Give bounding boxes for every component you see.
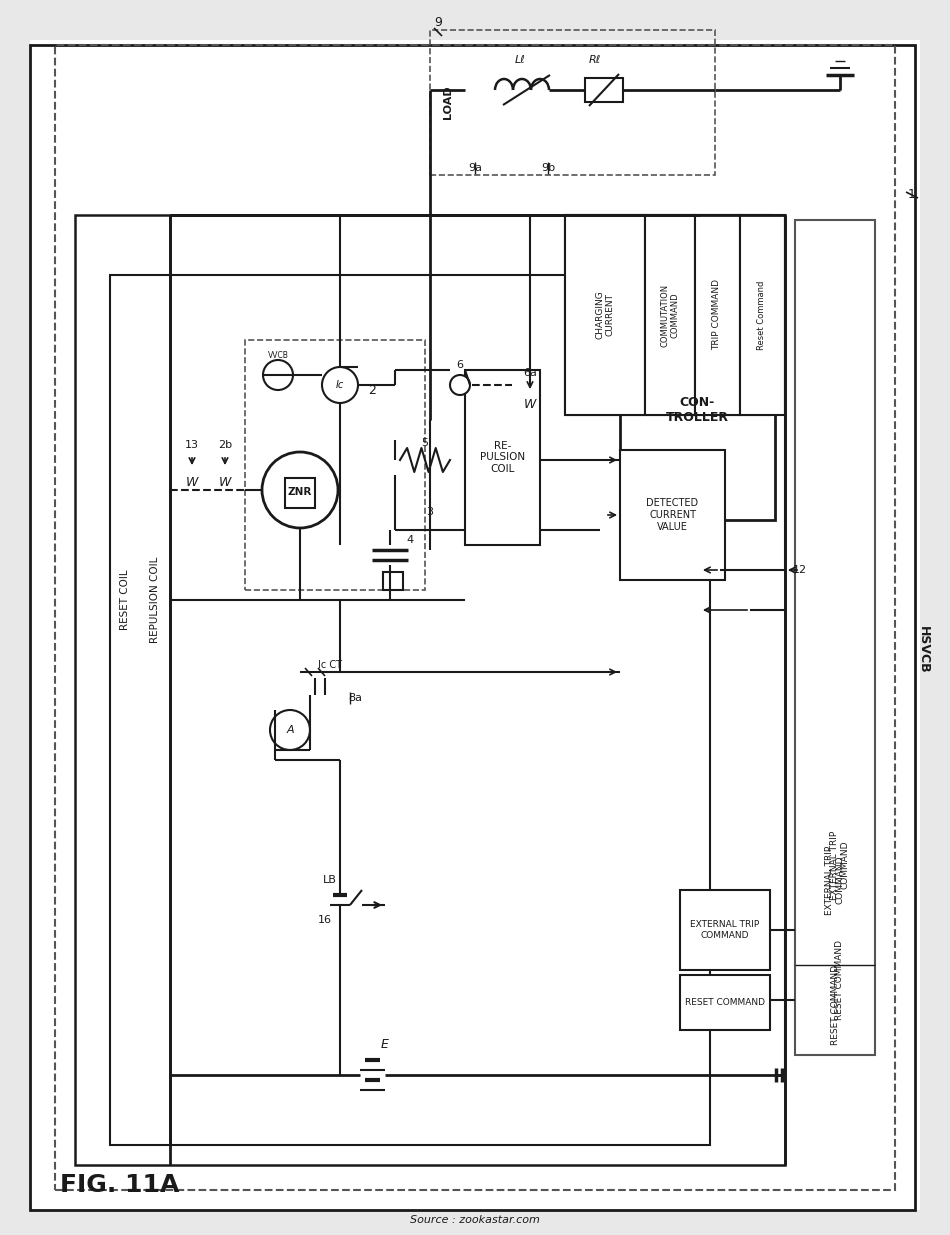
Text: DETECTED
CURRENT
VALUE: DETECTED CURRENT VALUE xyxy=(646,499,698,531)
Bar xyxy=(430,30,715,175)
Text: CON-
TROLLER: CON- TROLLER xyxy=(666,396,729,424)
Text: 9a: 9a xyxy=(468,163,482,173)
Bar xyxy=(110,275,710,1145)
Bar xyxy=(465,370,540,545)
Text: RESET COIL: RESET COIL xyxy=(120,569,130,630)
Text: EXTERNAL TRIP
COMMAND: EXTERNAL TRIP COMMAND xyxy=(826,846,845,915)
Circle shape xyxy=(322,367,358,403)
Text: LB: LB xyxy=(323,876,337,885)
Bar xyxy=(55,44,895,1191)
Text: 12: 12 xyxy=(793,564,808,576)
Bar xyxy=(565,215,645,415)
Text: COMMUTATION
COMMAND: COMMUTATION COMMAND xyxy=(660,284,679,347)
Text: Rℓ: Rℓ xyxy=(589,56,601,65)
Text: RESET COMMAND: RESET COMMAND xyxy=(835,940,845,1020)
Text: 1: 1 xyxy=(908,189,916,201)
Bar xyxy=(75,215,785,1165)
Text: W: W xyxy=(186,475,199,489)
Text: 9b: 9b xyxy=(541,163,555,173)
Text: 2: 2 xyxy=(368,384,376,396)
Text: RESET COMMAND: RESET COMMAND xyxy=(830,965,840,1045)
Text: EXTERNAL TRIP
COMMAND: EXTERNAL TRIP COMMAND xyxy=(691,920,760,940)
Text: 5: 5 xyxy=(422,438,428,448)
Text: VVCB: VVCB xyxy=(268,351,289,359)
Text: Lℓ: Lℓ xyxy=(515,56,525,65)
Text: 9: 9 xyxy=(434,16,442,28)
Text: RE-
PULSION
COIL: RE- PULSION COIL xyxy=(480,441,525,474)
Text: REPULSION COIL: REPULSION COIL xyxy=(150,557,160,643)
Text: Ic CT: Ic CT xyxy=(318,659,342,671)
Text: 8a: 8a xyxy=(348,693,362,703)
Text: 6a: 6a xyxy=(523,368,537,378)
Bar xyxy=(680,974,770,1030)
Bar xyxy=(695,215,740,415)
Bar xyxy=(245,340,425,590)
Text: RESET COMMAND: RESET COMMAND xyxy=(685,998,765,1007)
Text: HSVCB: HSVCB xyxy=(917,626,929,674)
Text: Reset Command: Reset Command xyxy=(757,280,767,350)
Text: CHARGING
CURRENT: CHARGING CURRENT xyxy=(596,290,615,340)
Text: TRIP COMMAND: TRIP COMMAND xyxy=(712,279,721,351)
Bar xyxy=(620,280,775,520)
Bar xyxy=(680,890,770,969)
Text: 3: 3 xyxy=(427,508,433,517)
Text: LOAD: LOAD xyxy=(443,85,453,120)
Text: W: W xyxy=(218,475,231,489)
Text: 6: 6 xyxy=(457,359,464,370)
Text: Source : zookastar.com: Source : zookastar.com xyxy=(410,1215,540,1225)
Text: W: W xyxy=(523,399,536,411)
Circle shape xyxy=(263,359,293,390)
Bar xyxy=(620,450,725,580)
Text: 13: 13 xyxy=(185,440,199,450)
Circle shape xyxy=(262,452,338,529)
Text: 16: 16 xyxy=(318,915,332,925)
Bar xyxy=(585,78,623,103)
Bar xyxy=(645,215,695,415)
Text: FIG. 11A: FIG. 11A xyxy=(60,1173,180,1197)
Bar xyxy=(565,215,770,415)
Text: ZNR: ZNR xyxy=(288,487,313,496)
Text: A: A xyxy=(286,725,294,735)
Text: 4: 4 xyxy=(407,535,413,545)
Text: Ic: Ic xyxy=(336,380,344,390)
Bar xyxy=(383,572,403,590)
Circle shape xyxy=(450,375,470,395)
Bar xyxy=(795,220,875,1055)
Bar xyxy=(285,478,315,508)
Text: EXTERNAL TRIP
COMMAND: EXTERNAL TRIP COMMAND xyxy=(830,830,849,899)
Text: E: E xyxy=(381,1039,389,1051)
Text: 2b: 2b xyxy=(218,440,232,450)
Bar xyxy=(740,215,785,415)
Circle shape xyxy=(270,710,310,750)
